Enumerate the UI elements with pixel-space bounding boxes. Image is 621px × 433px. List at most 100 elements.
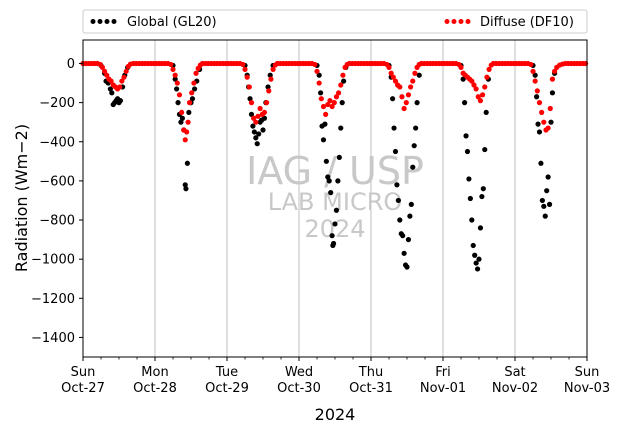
x-tick-label-date: Oct-27 xyxy=(61,381,105,396)
global-point xyxy=(407,213,413,219)
global-point xyxy=(107,86,113,92)
x-tick-label-day: Sun xyxy=(575,365,600,380)
global-point xyxy=(476,256,482,262)
diffuse-point xyxy=(316,80,322,86)
global-point xyxy=(411,143,417,149)
diffuse-point xyxy=(333,94,340,100)
global-point xyxy=(548,119,554,125)
diffuse-point xyxy=(179,109,185,116)
diffuse-point xyxy=(172,72,178,78)
diffuse-point xyxy=(552,68,558,74)
global-point xyxy=(473,260,479,266)
global-point xyxy=(397,217,403,223)
global-point xyxy=(336,154,342,161)
global-point xyxy=(109,90,115,96)
diffuse-point xyxy=(484,74,490,80)
x-axis: SunOct-27MonOct-28TueOct-29WedOct-30ThuO… xyxy=(61,357,610,396)
series-diffuse xyxy=(80,60,589,143)
global-point xyxy=(178,119,184,125)
global-point xyxy=(174,86,180,92)
diffuse-point xyxy=(408,84,414,90)
global-point xyxy=(464,148,471,155)
diffuse-point xyxy=(108,78,114,84)
global-point xyxy=(328,190,334,196)
diffuse-point xyxy=(176,92,183,98)
global-point xyxy=(532,72,538,78)
diffuse-point xyxy=(246,84,252,90)
diffuse-point xyxy=(268,76,274,82)
global-point xyxy=(316,72,322,78)
diffuse-point xyxy=(191,80,197,86)
global-point xyxy=(183,186,189,192)
x-tick-label-date: Oct-29 xyxy=(205,381,249,396)
global-point xyxy=(413,125,419,131)
global-point xyxy=(545,174,551,180)
diffuse-point xyxy=(323,111,329,117)
x-tick-label-day: Sun xyxy=(71,365,96,380)
global-point xyxy=(470,242,476,249)
global-point xyxy=(482,146,488,153)
diffuse-point xyxy=(340,72,346,78)
x-tick-label-day: Fri xyxy=(435,365,451,380)
legend-label-global: Global (GL20) xyxy=(127,15,217,30)
diffuse-point xyxy=(170,66,176,72)
diffuse-point xyxy=(168,61,174,68)
diffuse-point xyxy=(473,86,479,92)
x-tick-label-date: Oct-31 xyxy=(349,381,393,396)
global-point xyxy=(179,115,185,121)
diffuse-point xyxy=(185,119,191,125)
x-tick-label-day: Thu xyxy=(358,365,383,380)
diffuse-point xyxy=(123,68,129,74)
legend-marker-diffuse xyxy=(444,19,471,24)
global-point xyxy=(326,178,332,184)
diffuse-point xyxy=(121,74,127,80)
diffuse-point xyxy=(184,129,190,135)
gridlines xyxy=(154,40,516,357)
global-point xyxy=(117,98,124,104)
global-point xyxy=(253,135,259,141)
diffuse-point xyxy=(403,100,409,106)
global-point xyxy=(477,225,484,231)
x-tick-label-day: Sat xyxy=(504,365,525,380)
global-point xyxy=(391,125,397,131)
y-tick-label: −1400 xyxy=(31,331,75,346)
diffuse-point xyxy=(314,68,320,74)
diffuse-point xyxy=(336,90,342,96)
global-point xyxy=(408,201,414,207)
diffuse-point xyxy=(530,68,536,74)
global-point xyxy=(395,197,401,204)
y-tick-label: −1200 xyxy=(31,292,75,307)
global-point xyxy=(542,213,548,219)
global-point xyxy=(251,129,257,135)
global-point xyxy=(261,115,268,121)
x-tick-label-day: Tue xyxy=(215,365,238,380)
diffuse-point xyxy=(119,78,125,84)
x-tick-label-date: Nov-03 xyxy=(564,381,610,396)
global-point xyxy=(339,100,345,106)
diffuse-point xyxy=(189,90,195,96)
global-point xyxy=(544,188,550,194)
global-point xyxy=(404,264,410,270)
watermark: IAG / USP LAB MICRO 2024 xyxy=(246,149,424,243)
y-tick-label: −800 xyxy=(39,214,75,229)
diffuse-point xyxy=(471,82,477,88)
global-point xyxy=(474,266,481,272)
global-point xyxy=(254,141,260,147)
global-point xyxy=(330,240,337,247)
x-tick-label-date: Nov-02 xyxy=(492,381,538,396)
y-tick-label: 0 xyxy=(67,57,75,72)
diffuse-point xyxy=(331,100,337,106)
global-point xyxy=(462,100,468,106)
diffuse-point xyxy=(174,80,180,86)
diffuse-point xyxy=(244,74,250,80)
x-axis-title: 2024 xyxy=(315,405,356,424)
y-tick-label: −200 xyxy=(39,96,75,111)
global-point xyxy=(410,164,416,170)
global-point xyxy=(341,78,347,84)
global-point xyxy=(400,233,406,239)
diffuse-point xyxy=(480,92,486,98)
global-point xyxy=(320,137,327,143)
diffuse-point xyxy=(536,100,543,106)
global-point xyxy=(414,100,420,106)
global-point xyxy=(322,121,328,127)
